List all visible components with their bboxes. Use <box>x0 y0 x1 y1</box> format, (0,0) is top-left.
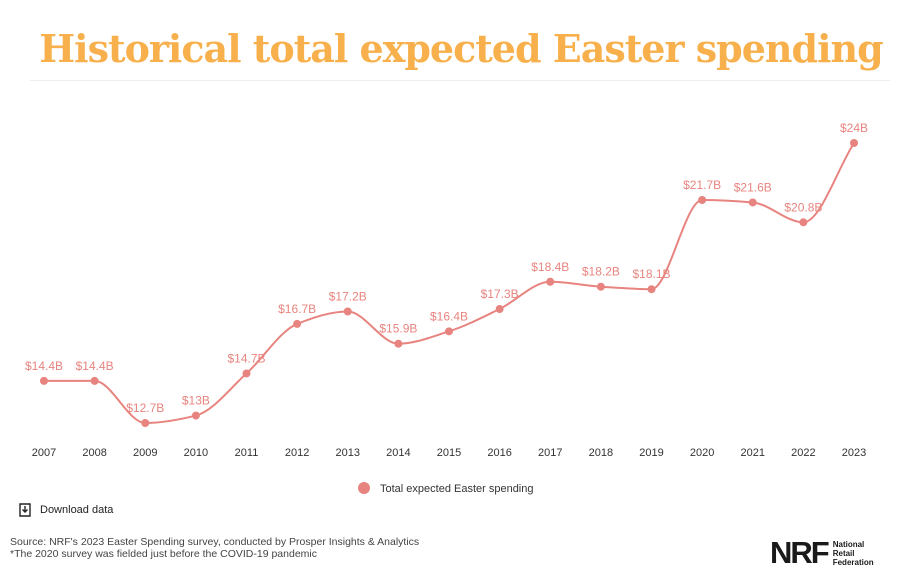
data-label: $14.4B <box>25 359 63 373</box>
chart-title: Historical total expected Easter spendin… <box>39 26 883 71</box>
data-label: $17.3B <box>481 287 519 301</box>
x-tick-label: 2009 <box>133 447 157 459</box>
x-tick-label: 2016 <box>487 447 511 459</box>
data-point[interactable] <box>647 285 656 294</box>
x-tick-label: 2020 <box>690 447 714 459</box>
nrf-logo-line-1: National <box>832 539 865 549</box>
x-tick-label: 2021 <box>741 447 765 459</box>
source-note: Source: NRF's 2023 Easter Spending surve… <box>10 536 420 548</box>
footer: Source: NRF's 2023 Easter Spending surve… <box>10 536 419 560</box>
download-data-button[interactable]: Download data <box>18 503 113 517</box>
x-tick-label: 2018 <box>589 447 613 459</box>
nrf-logo-text: National Retail Federation <box>833 540 874 567</box>
data-point[interactable] <box>343 307 352 316</box>
pandemic-note: *The 2020 survey was fielded just before… <box>10 548 317 560</box>
legend: Total expected Easter spending <box>358 482 534 495</box>
data-point[interactable] <box>596 282 605 291</box>
data-point[interactable] <box>293 319 302 328</box>
x-tick-label: 2022 <box>791 447 815 459</box>
x-tick-label: 2015 <box>437 447 461 459</box>
points-layer <box>40 139 858 427</box>
data-point[interactable] <box>546 277 555 286</box>
data-label: $13B <box>182 394 210 408</box>
x-tick-label: 2010 <box>184 447 208 459</box>
line-chart: $14.4B $14.4B $12.7B $13B $14.7B $16.7B $17.2B… <box>25 121 868 495</box>
data-point[interactable] <box>799 218 808 227</box>
download-icon <box>19 503 31 517</box>
x-tick-label: 2012 <box>285 447 309 459</box>
data-point[interactable] <box>394 339 403 348</box>
x-tick-label: 2013 <box>336 447 360 459</box>
data-label: $17.2B <box>329 289 367 303</box>
legend-label[interactable]: Total expected Easter spending <box>380 483 534 495</box>
data-label: $14.4B <box>76 359 114 373</box>
nrf-logo-mark: NRF <box>770 535 830 570</box>
legend-marker[interactable] <box>358 482 370 494</box>
data-point[interactable] <box>40 376 48 385</box>
data-point[interactable] <box>90 376 99 385</box>
data-point[interactable] <box>850 139 858 147</box>
data-label: $14.7B <box>227 351 265 365</box>
data-label: $15.9B <box>379 322 417 336</box>
title-divider <box>30 80 890 81</box>
data-label: $21.7B <box>683 178 721 192</box>
data-labels-layer: $14.4B $14.4B $12.7B $13B $14.7B $16.7B $17.2B… <box>25 121 868 415</box>
x-axis-ticks: 2007 2008 2009 2010 2011 2012 2013 2014 2015 2016… <box>32 447 866 459</box>
data-label: $18.1B <box>632 267 670 281</box>
data-point[interactable] <box>141 419 150 427</box>
data-point[interactable] <box>748 198 757 207</box>
x-tick-label: 2011 <box>235 447 259 459</box>
data-label: $16.4B <box>430 309 468 323</box>
x-tick-label: 2008 <box>82 447 106 459</box>
data-label: $20.8B <box>784 200 822 214</box>
nrf-logo-line-2: Retail <box>832 548 855 558</box>
x-tick-label: 2019 <box>639 447 663 459</box>
data-point[interactable] <box>698 195 707 204</box>
nrf-logo-line-3: Federation <box>832 557 874 567</box>
series-line <box>43 142 855 425</box>
data-label: $21.6B <box>734 180 772 194</box>
data-label: $24B <box>840 121 868 135</box>
data-point[interactable] <box>445 327 453 336</box>
data-point[interactable] <box>191 411 200 420</box>
data-label: $18.4B <box>531 260 569 274</box>
data-point[interactable] <box>242 369 251 378</box>
nrf-logo: NRF National Retail Federation <box>770 535 874 570</box>
data-label: $16.7B <box>278 302 316 316</box>
x-tick-label: 2023 <box>842 447 866 459</box>
download-data-label: Download data <box>40 504 114 516</box>
data-label: $12.7B <box>126 401 164 415</box>
data-label: $18.2B <box>582 265 620 279</box>
x-tick-label: 2014 <box>386 447 410 459</box>
data-point[interactable] <box>495 305 504 314</box>
x-tick-label: 2017 <box>538 447 562 459</box>
series-layer <box>43 142 855 425</box>
x-tick-label: 2007 <box>32 447 56 459</box>
